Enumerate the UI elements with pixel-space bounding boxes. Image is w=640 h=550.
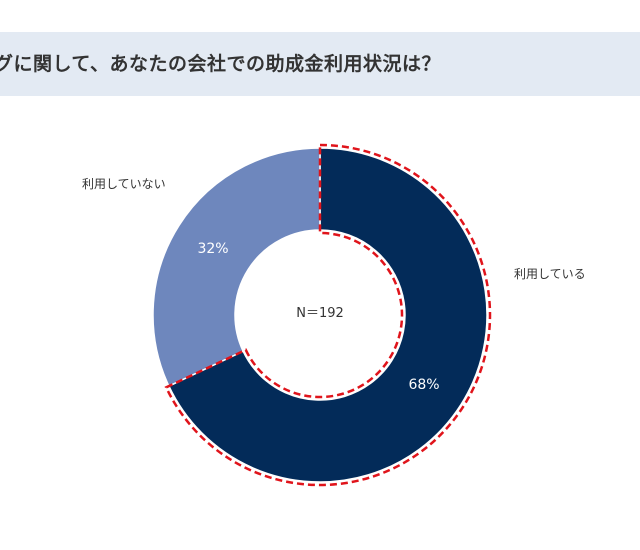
slice-value-label-not-used: 32% (197, 241, 228, 257)
title-bar: グに関して、あなたの会社での助成金利用状況は？ (0, 32, 640, 96)
center-label: N＝192 (296, 306, 344, 321)
page-title: グに関して、あなたの会社での助成金利用状況は？ (0, 53, 441, 75)
highlight-dashed-outline (164, 143, 492, 487)
donut-slice-used (167, 147, 488, 483)
donut-slice-not-used (152, 147, 321, 388)
slice-value-label-used: 68% (408, 377, 439, 393)
slice-category-label-not-used: 利用していない (82, 177, 166, 191)
slice-category-label-used: 利用している (514, 267, 586, 281)
